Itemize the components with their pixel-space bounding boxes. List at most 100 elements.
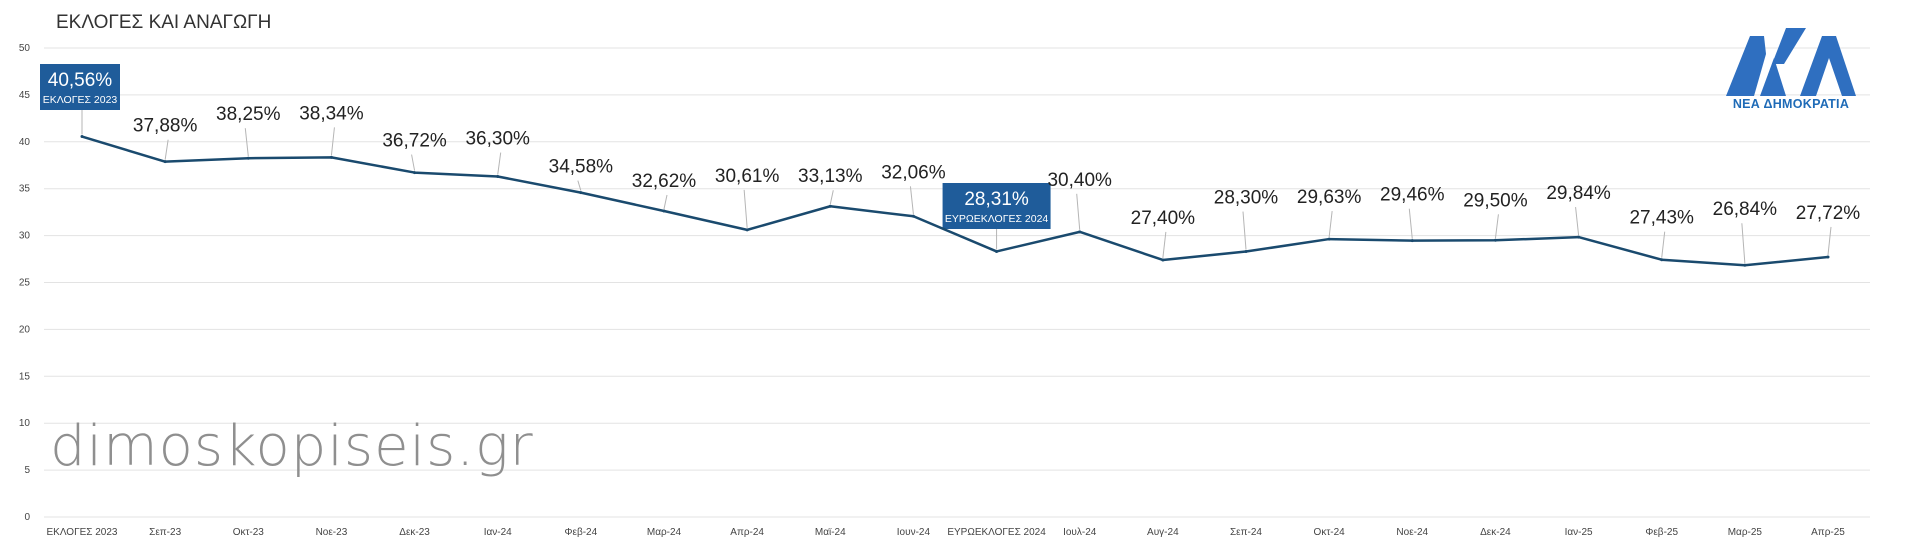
data-point [1743, 263, 1747, 267]
x-tick-label: Αυγ-24 [1147, 527, 1179, 538]
data-point [911, 214, 915, 218]
data-point [1410, 239, 1414, 243]
data-point [1660, 258, 1664, 262]
data-point [1161, 258, 1165, 262]
leader-line [1661, 231, 1666, 258]
x-tick-label: Φεβ-25 [1645, 527, 1678, 538]
data-point [1078, 230, 1082, 234]
data-label: 36,30% [465, 129, 530, 150]
highlight-box [942, 183, 1051, 229]
chart-title: ΕΚΛΟΓΕΣ ΚΑΙ ΑΝΑΓΩΓΗ [56, 12, 272, 33]
y-tick-label: 20 [19, 324, 31, 335]
data-point [579, 191, 583, 195]
y-tick-label: 45 [19, 90, 31, 101]
y-tick-label: 40 [19, 137, 31, 148]
leader-line [1494, 214, 1499, 239]
leader-line [497, 152, 502, 175]
y-tick-label: 10 [19, 418, 31, 429]
highlight-value-label: 40,56% [48, 70, 113, 91]
data-point [1244, 250, 1248, 254]
x-tick-label: Νοε-23 [316, 527, 348, 538]
x-tick-label: Νοε-24 [1396, 527, 1428, 538]
leader-line [244, 128, 249, 157]
highlight-sub-label: ΕΥΡΩΕΚΛΟΓΕΣ 2024 [945, 213, 1049, 225]
data-label: 28,30% [1214, 188, 1279, 209]
x-tick-label: Απρ-24 [730, 527, 764, 538]
x-tick-label: Μαϊ-24 [815, 527, 846, 538]
leader-line [1827, 226, 1832, 256]
leader-line [1076, 193, 1081, 230]
data-point [1327, 237, 1331, 241]
x-tick-label: Δεκ-23 [399, 527, 430, 538]
y-tick-label: 35 [19, 184, 31, 195]
x-tick-label: Μαρ-24 [647, 527, 682, 538]
x-tick-label: Δεκ-24 [1480, 527, 1511, 538]
y-tick-label: 50 [19, 43, 31, 54]
data-label: 37,88% [133, 116, 198, 137]
highlight-sub-label: ΕΚΛΟΓΕΣ 2023 [43, 94, 118, 106]
leader-line [1242, 211, 1247, 250]
leader-line [577, 180, 582, 191]
nd-logo-icon [1726, 28, 1856, 96]
data-point [246, 156, 250, 160]
highlight-value-label: 28,31% [964, 189, 1029, 210]
x-tick-label: Ιουν-24 [897, 527, 931, 538]
data-point [745, 228, 749, 232]
data-label: 29,84% [1546, 183, 1611, 204]
data-point [828, 204, 832, 208]
x-tick-label: Σεπ-24 [1230, 527, 1262, 538]
data-point [1493, 238, 1497, 242]
data-label: 36,72% [382, 131, 447, 152]
leader-line [1162, 231, 1167, 259]
y-tick-label: 0 [24, 512, 30, 523]
x-tick-label: ΕΥΡΩΕΚΛΟΓΕΣ 2024 [947, 527, 1046, 538]
data-point [329, 155, 333, 159]
x-tick-label: Σεπ-23 [149, 527, 181, 538]
x-tick-label: Οκτ-23 [233, 527, 265, 538]
leader-line [743, 189, 748, 228]
data-point [496, 175, 500, 179]
data-label: 26,84% [1713, 199, 1778, 220]
y-tick-label: 15 [19, 371, 31, 382]
data-label: 29,46% [1380, 185, 1445, 206]
leader-line [909, 186, 914, 215]
data-label: 32,62% [632, 171, 697, 192]
data-label: 30,40% [1047, 170, 1112, 191]
data-point [80, 135, 84, 139]
data-label: 32,06% [881, 162, 946, 183]
data-label: 33,13% [798, 166, 863, 187]
data-label: 38,25% [216, 104, 281, 125]
x-tick-label: Ιαν-25 [1565, 527, 1593, 538]
leader-line [829, 190, 834, 205]
data-point [1826, 255, 1830, 259]
leader-line [1408, 208, 1413, 239]
y-tick-label: 25 [19, 278, 31, 289]
y-tick-label: 5 [24, 465, 30, 476]
x-tick-label: Μαρ-25 [1728, 527, 1763, 538]
x-tick-label: ΕΚΛΟΓΕΣ 2023 [47, 527, 118, 538]
logo-label: ΝΕΑ ΔΗΜΟΚΡΑΤΙΑ [1732, 97, 1850, 111]
y-tick-label: 30 [19, 231, 31, 242]
data-point [413, 171, 417, 175]
data-label: 27,40% [1131, 208, 1196, 229]
data-label: 29,50% [1463, 190, 1528, 211]
x-tick-label: Απρ-25 [1811, 527, 1845, 538]
series-line [81, 135, 1829, 267]
leader-line [330, 127, 335, 156]
data-label: 34,58% [549, 157, 614, 178]
x-tick-label: Φεβ-24 [565, 527, 598, 538]
data-label: 30,61% [715, 166, 780, 187]
highlight-box [40, 64, 120, 110]
leader-line [1575, 207, 1580, 236]
leader-line [663, 194, 668, 210]
data-point [163, 160, 167, 164]
data-label: 27,72% [1796, 203, 1861, 224]
data-point [995, 249, 999, 253]
watermark: dimoskopiseis.gr [50, 414, 534, 479]
data-label: 27,43% [1629, 208, 1694, 229]
data-label: 29,63% [1297, 187, 1362, 208]
x-tick-label: Ιουλ-24 [1063, 527, 1097, 538]
x-tick-label: Ιαν-24 [484, 527, 512, 538]
